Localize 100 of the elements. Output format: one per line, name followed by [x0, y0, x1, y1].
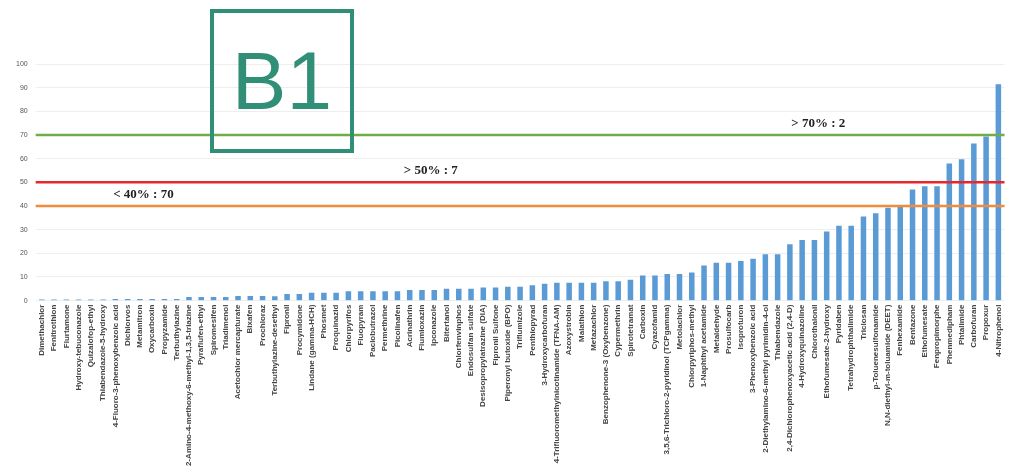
x-tick-label: Phtalimide — [956, 304, 966, 346]
bar — [333, 292, 339, 301]
bar — [284, 294, 290, 301]
bar — [468, 288, 474, 301]
bar — [922, 186, 928, 301]
x-tick-label: Phosmet — [319, 304, 329, 339]
x-tick-label: Acetochlor mercapturate — [233, 304, 243, 400]
bar — [885, 207, 891, 301]
bar — [186, 297, 192, 301]
x-tick-label: Pyridaben — [834, 304, 844, 344]
bar — [456, 288, 462, 301]
bar — [897, 205, 904, 301]
x-tick-label: Endosulfan sulfate — [466, 304, 476, 377]
x-tick-label: Triclosan — [858, 304, 868, 340]
x-tick-label: Chlorpyrifos — [343, 304, 353, 353]
x-tick-label: Lindane (gamma-HCH) — [306, 304, 316, 391]
bar — [713, 262, 720, 301]
x-tick-label: Bentazone — [907, 304, 917, 346]
bar — [357, 291, 364, 301]
x-tick-label: Thiabendazole-5-hydroxy — [98, 304, 108, 402]
x-tick-label: N,N-diethyl-m-toluamide (DEET) — [883, 304, 893, 426]
x-tick-label: Propoxur — [981, 304, 991, 341]
bar — [983, 136, 989, 301]
x-tick-label: Fluopyram — [355, 304, 365, 346]
bar — [554, 282, 560, 301]
bar — [223, 297, 229, 301]
bar — [566, 282, 572, 301]
x-tick-label: Fipronil Sulfone — [490, 304, 500, 366]
x-tick-label: Tetrahydrophthalimide — [846, 304, 856, 391]
x-tick-label: Quizalofop-ethyl — [86, 304, 96, 368]
bar — [689, 272, 695, 301]
x-tick-label: Malathion — [576, 304, 586, 342]
x-tick-label: 4-Nitrophenol — [993, 304, 1003, 357]
bar — [664, 273, 671, 301]
x-tick-label: Metamitron — [135, 304, 145, 348]
x-tick-label: 3-Phenoxybenzoic acid — [748, 304, 758, 394]
x-tick-label: Fenhexamide — [895, 304, 905, 356]
x-tick-label: Proquinazid — [331, 304, 341, 351]
bar — [860, 216, 867, 301]
bar — [701, 265, 707, 301]
x-tick-label: Permethrine — [380, 304, 390, 352]
x-tick-label: Terbuthylazine-desethyl — [270, 304, 280, 396]
x-tick-label: Isoproturon — [736, 304, 746, 350]
x-tick-label: Triadimenol — [220, 304, 230, 350]
x-tick-label: Ethofumesate-2-hydroxy — [821, 304, 831, 399]
x-tick-label: Picolinafen — [392, 304, 402, 348]
x-tick-label: Procymidone — [294, 304, 304, 356]
bar — [198, 297, 204, 301]
bar — [676, 273, 683, 301]
x-tick-label: Phenmedipham — [944, 304, 954, 365]
bar — [823, 231, 830, 301]
x-tick-label: Metolachlor — [674, 304, 684, 350]
x-tick-label: Dimethachlor — [37, 304, 47, 356]
x-tick-label: Prochloraz — [257, 304, 267, 346]
bar — [529, 285, 536, 301]
x-tick-label: Spirotetramat — [625, 304, 635, 357]
x-tick-label: Flumioxazin — [417, 304, 427, 351]
x-tick-label: Triflumizole — [515, 304, 525, 350]
x-tick-label: 2,4-Dichlorophenoxyacetic acid (2,4-D) — [785, 304, 795, 452]
x-tick-label: 4-Hydroxyquinazoline — [797, 304, 807, 388]
x-tick-label: 2-Amino-4-methoxy-6-methyl-1,3,5-triazine — [184, 304, 194, 467]
x-tick-label: 4-Fluoro-3-phenoxybenzoic acid — [110, 304, 120, 428]
x-tick-label: Fenpropimorphe — [932, 304, 942, 369]
ref-line-label: < 40% : 70 — [113, 185, 174, 201]
x-tick-label: Propyzamide — [159, 304, 169, 355]
bar — [517, 286, 523, 301]
bar — [235, 295, 241, 301]
x-tick-label: Paclobutrazol — [368, 304, 378, 358]
bar — [762, 254, 769, 301]
x-tick-label: Bitertanol — [441, 304, 451, 342]
bar — [431, 289, 437, 301]
bar — [419, 289, 425, 301]
x-tick-label: Metazachlor — [588, 304, 598, 351]
bar — [505, 286, 511, 301]
bar — [394, 291, 401, 301]
x-tick-label: Carboxin — [637, 304, 647, 340]
x-tick-label: Dichlorvos — [122, 304, 132, 346]
x-tick-label: Penthiopyrad — [527, 304, 537, 356]
bar — [321, 292, 327, 301]
bar — [934, 186, 940, 301]
bar — [848, 225, 854, 301]
x-tick-label: Thiabendazole — [772, 304, 782, 361]
x-tick-label: Fenitrothion — [49, 304, 59, 352]
bar — [774, 254, 781, 301]
x-tick-label: 4-Trifluoromethylnicotinamide (TFNA-AM) — [552, 304, 562, 464]
bar — [750, 258, 756, 301]
x-tick-label: Ipconazole — [429, 304, 439, 346]
bar — [799, 240, 805, 301]
bar — [811, 240, 818, 301]
ref-line-label: > 70% : 2 — [791, 114, 846, 130]
bar — [652, 275, 658, 301]
bar — [738, 261, 744, 301]
x-tick-label: Ethofumesate — [919, 304, 929, 358]
bar — [382, 291, 388, 301]
x-tick-label: p-Toluenesulfonamide — [870, 304, 880, 390]
x-tick-label: Azoxystrobin — [564, 304, 574, 356]
bar — [272, 296, 278, 301]
x-tick-label: Benzophenone-3 (Oxybenzone) — [601, 304, 611, 425]
x-tick-label: Hydroxy-tebuconazole — [73, 304, 83, 391]
x-tick-label: Prosulfocarb — [723, 304, 733, 354]
